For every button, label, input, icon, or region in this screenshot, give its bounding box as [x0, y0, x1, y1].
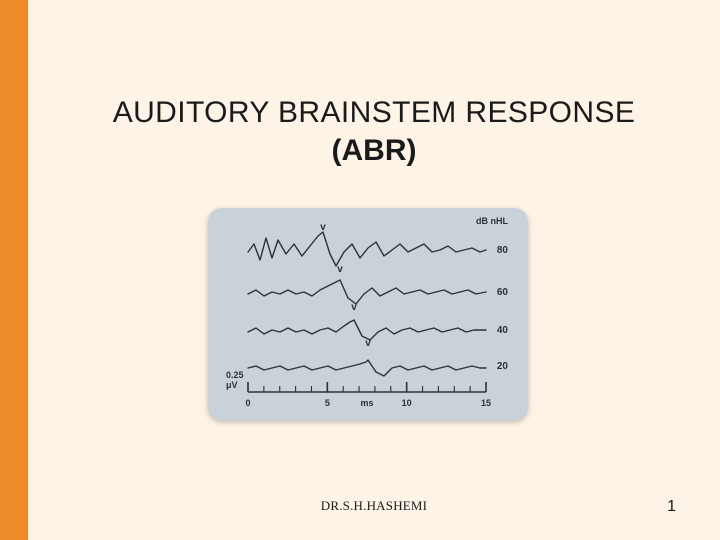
svg-text:60: 60	[497, 287, 509, 298]
svg-text:v: v	[351, 302, 357, 313]
slide-body: AUDITORY BRAINSTEM RESPONSE (ABR) dB nHL…	[28, 0, 720, 540]
abr-svg: dB nHL 80 v 60 v 40 v 20 v 0.25μV 0 5 10 15 ms	[208, 208, 528, 420]
svg-text:40: 40	[497, 325, 509, 336]
svg-text:80: 80	[497, 245, 509, 256]
page-number: 1	[667, 498, 676, 516]
accent-bar	[0, 0, 28, 540]
svg-text:15: 15	[481, 398, 491, 408]
slide-title: AUDITORY BRAINSTEM RESPONSE (ABR)	[28, 96, 720, 168]
title-line-2: (ABR)	[28, 134, 720, 168]
svg-text:v: v	[365, 338, 371, 349]
svg-text:0: 0	[245, 398, 250, 408]
svg-text:v: v	[320, 222, 326, 233]
svg-text:v: v	[337, 264, 343, 275]
title-line-1: AUDITORY BRAINSTEM RESPONSE	[28, 96, 720, 130]
svg-text:μV: μV	[226, 380, 238, 390]
svg-text:5: 5	[325, 398, 330, 408]
abr-waveform-chart: dB nHL 80 v 60 v 40 v 20 v 0.25μV 0 5 10 15 ms	[208, 208, 528, 420]
svg-text:ms: ms	[360, 398, 373, 408]
svg-text:0.25: 0.25	[226, 370, 244, 380]
svg-text:10: 10	[402, 398, 412, 408]
svg-text:20: 20	[497, 361, 509, 372]
author-footer: DR.S.H.HASHEMI	[28, 498, 720, 514]
svg-text:dB nHL: dB nHL	[476, 216, 508, 226]
